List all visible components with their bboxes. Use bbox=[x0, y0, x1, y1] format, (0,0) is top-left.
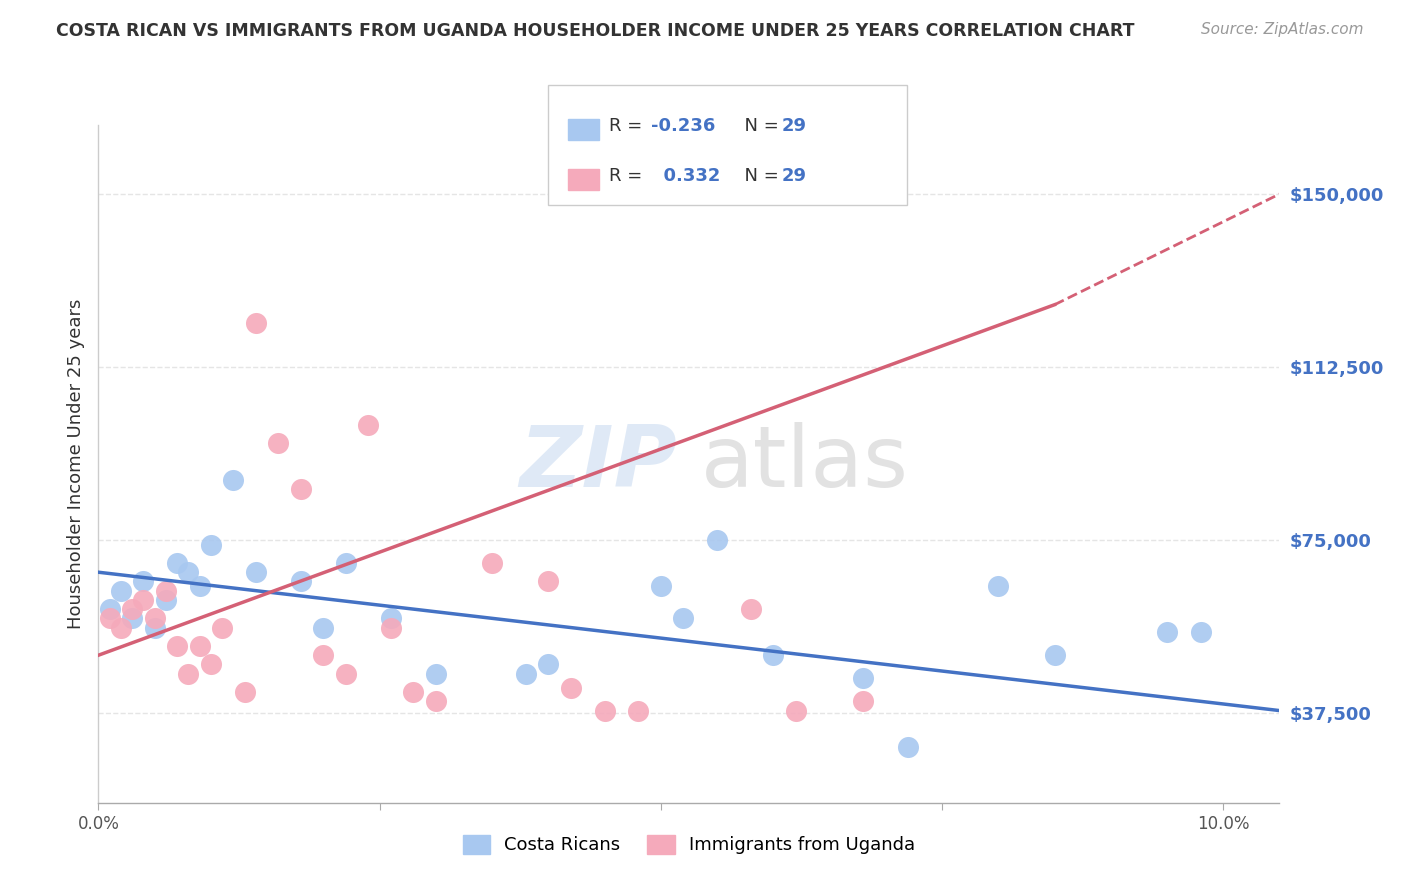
Point bbox=[143, 611, 166, 625]
Point bbox=[312, 621, 335, 635]
Point bbox=[537, 657, 560, 672]
Point bbox=[121, 602, 143, 616]
Point bbox=[593, 704, 616, 718]
Point bbox=[560, 681, 582, 695]
Point bbox=[852, 694, 875, 708]
Point bbox=[132, 574, 155, 589]
Text: COSTA RICAN VS IMMIGRANTS FROM UGANDA HOUSEHOLDER INCOME UNDER 25 YEARS CORRELAT: COSTA RICAN VS IMMIGRANTS FROM UGANDA HO… bbox=[56, 22, 1135, 40]
Point bbox=[481, 556, 503, 570]
Point bbox=[312, 648, 335, 663]
Point bbox=[762, 648, 785, 663]
Point bbox=[155, 583, 177, 598]
Point bbox=[987, 579, 1010, 593]
Point bbox=[380, 611, 402, 625]
Point bbox=[245, 316, 267, 330]
Point bbox=[1189, 625, 1212, 640]
Point bbox=[425, 694, 447, 708]
Text: N =: N = bbox=[733, 117, 785, 135]
Point bbox=[188, 579, 211, 593]
Text: R =: R = bbox=[609, 117, 648, 135]
Point bbox=[627, 704, 650, 718]
Point bbox=[1043, 648, 1066, 663]
Y-axis label: Householder Income Under 25 years: Householder Income Under 25 years bbox=[66, 299, 84, 629]
Point bbox=[852, 671, 875, 685]
Point bbox=[200, 657, 222, 672]
Point bbox=[166, 556, 188, 570]
Text: 29: 29 bbox=[782, 167, 807, 186]
Point bbox=[267, 436, 290, 450]
Point bbox=[290, 482, 312, 496]
Point bbox=[245, 565, 267, 579]
Point bbox=[515, 666, 537, 681]
Point bbox=[155, 593, 177, 607]
Point bbox=[650, 579, 672, 593]
Point bbox=[1156, 625, 1178, 640]
Text: R =: R = bbox=[609, 167, 648, 186]
Point bbox=[188, 639, 211, 653]
Point bbox=[222, 473, 245, 487]
Point bbox=[166, 639, 188, 653]
Text: -0.236: -0.236 bbox=[651, 117, 716, 135]
Point bbox=[290, 574, 312, 589]
Point bbox=[380, 621, 402, 635]
Point bbox=[672, 611, 695, 625]
Text: N =: N = bbox=[733, 167, 785, 186]
Point bbox=[233, 685, 256, 699]
Point bbox=[425, 666, 447, 681]
Text: ZIP: ZIP bbox=[519, 422, 678, 506]
Point bbox=[177, 666, 200, 681]
Point bbox=[98, 611, 121, 625]
Point bbox=[177, 565, 200, 579]
Legend: Costa Ricans, Immigrants from Uganda: Costa Ricans, Immigrants from Uganda bbox=[456, 828, 922, 862]
Point bbox=[211, 621, 233, 635]
Point bbox=[740, 602, 762, 616]
Point bbox=[357, 417, 380, 432]
Point bbox=[706, 533, 728, 547]
Point bbox=[98, 602, 121, 616]
Point bbox=[121, 611, 143, 625]
Point bbox=[143, 621, 166, 635]
Point bbox=[785, 704, 807, 718]
Point bbox=[110, 583, 132, 598]
Text: 0.332: 0.332 bbox=[651, 167, 720, 186]
Point bbox=[200, 537, 222, 551]
Point bbox=[402, 685, 425, 699]
Text: atlas: atlas bbox=[700, 422, 908, 506]
Point bbox=[110, 621, 132, 635]
Point bbox=[335, 666, 357, 681]
Point bbox=[132, 593, 155, 607]
Point bbox=[537, 574, 560, 589]
Text: Source: ZipAtlas.com: Source: ZipAtlas.com bbox=[1201, 22, 1364, 37]
Text: 29: 29 bbox=[782, 117, 807, 135]
Point bbox=[335, 556, 357, 570]
Point bbox=[897, 740, 920, 755]
